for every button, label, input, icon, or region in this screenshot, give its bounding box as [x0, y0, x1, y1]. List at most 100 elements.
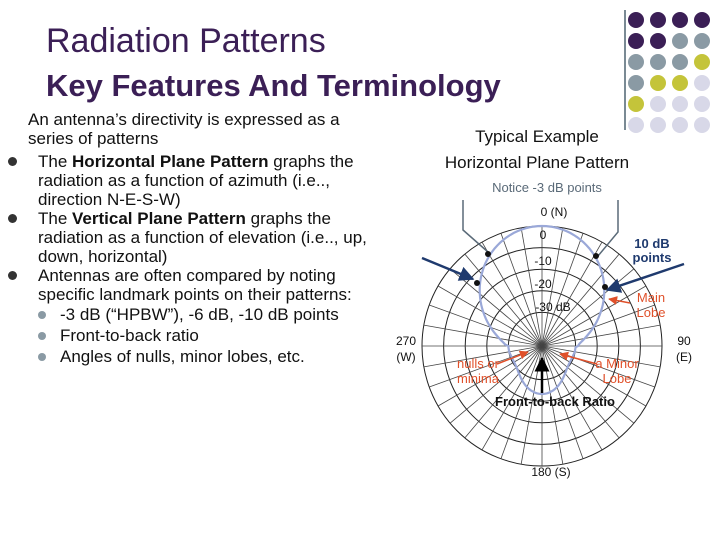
- ten-db-arrow-left: [421, 256, 475, 281]
- decor-dot: [694, 75, 710, 91]
- ten-db-arrow-right: [605, 262, 685, 293]
- west-degree-label: 270: [396, 334, 416, 348]
- decor-dot: [650, 75, 666, 91]
- decor-dot: [694, 117, 710, 133]
- intro-text: An antenna’s directivity is expressed as…: [28, 110, 340, 148]
- ten-db-label-line2: points: [633, 250, 672, 265]
- minor-lobe-arrow: [559, 351, 598, 365]
- polar-spoke: [429, 304, 543, 347]
- decor-dot: [650, 96, 666, 112]
- minus3db-point-left: [485, 251, 491, 257]
- polar-spoke: [541, 324, 661, 347]
- decor-dot: [628, 54, 644, 70]
- polar-spoke: [464, 345, 543, 439]
- polar-spoke: [520, 227, 543, 347]
- sub-bullet-list: -3 dB (“HPBW”), -6 dB, -10 dB points Fro…: [38, 304, 378, 367]
- polar-spoke: [541, 345, 620, 439]
- front-back-label: Front-to-back Ratio: [495, 394, 615, 409]
- bullet-item: The Vertical Plane Pattern graphs the ra…: [8, 209, 378, 266]
- polar-spoke: [423, 345, 543, 368]
- polar-spoke: [481, 241, 543, 347]
- decor-dot: [672, 54, 688, 70]
- south-label: 180 (S): [531, 465, 570, 479]
- north-label: 0 (N): [541, 205, 568, 219]
- minor-lobe-label-line1: a Minor: [595, 356, 639, 371]
- sub-bullet-marker: [38, 332, 46, 340]
- decor-dot: [694, 96, 710, 112]
- ten-db-label-line1: 10 dB: [634, 236, 669, 251]
- east-direction-label: (E): [676, 350, 692, 364]
- main-lobe-label-line1: Main: [637, 290, 665, 305]
- polar-spoke: [437, 285, 543, 347]
- ring-label-0: 0: [540, 228, 547, 242]
- bullet-item: Antennas are often compared by noting sp…: [8, 266, 378, 367]
- east-degree-label: 90: [677, 334, 691, 348]
- polar-spoke: [541, 227, 564, 347]
- polar-spoke: [500, 233, 543, 347]
- decor-dot: [650, 117, 666, 133]
- minus10db-point-left: [474, 280, 480, 286]
- minus3db-point-right: [593, 253, 599, 259]
- decor-dot: [672, 96, 688, 112]
- nulls-label-line1: nulls or: [457, 356, 500, 371]
- bullet-marker: [8, 157, 17, 166]
- diagram-heading-line1: Typical Example: [475, 127, 599, 146]
- decor-dot: [694, 54, 710, 70]
- decor-dot: [672, 117, 688, 133]
- bullet-marker: [8, 271, 17, 280]
- ring-label-10: -10: [534, 254, 552, 268]
- decor-dot: [694, 33, 710, 49]
- polar-spoke: [541, 253, 620, 347]
- polar-spoke: [541, 241, 603, 347]
- west-direction-label: (W): [396, 350, 415, 364]
- polar-spoke: [541, 304, 655, 347]
- decor-dot: [672, 33, 688, 49]
- notice-label: Notice -3 dB points: [492, 180, 602, 195]
- notice-pointer-left: [462, 200, 489, 253]
- ring-label-30: -30 dB: [535, 300, 570, 314]
- ring-label-20: -20: [534, 277, 552, 291]
- decor-dot: [672, 75, 688, 91]
- decor-divider: [624, 10, 626, 130]
- polar-spoke: [423, 324, 543, 347]
- decor-dot: [672, 12, 688, 28]
- decor-dot: [650, 33, 666, 49]
- polar-spoke: [541, 345, 661, 368]
- sub-bullet-item: Front-to-back ratio: [38, 325, 378, 346]
- decor-dot: [650, 12, 666, 28]
- polar-spoke: [541, 345, 635, 424]
- decor-dot: [628, 33, 644, 49]
- polar-spoke: [541, 233, 584, 347]
- sub-bullet-item: Angles of nulls, minor lobes, etc.: [38, 346, 378, 367]
- nulls-arrow: [496, 350, 529, 365]
- nulls-label-line2: minima: [457, 371, 500, 386]
- main-lobe-arrow: [608, 296, 631, 305]
- bullet-list: The Horizontal Plane Pattern graphs the …: [8, 152, 378, 367]
- radiation-pattern-curve: [478, 224, 606, 396]
- bullet-item: The Horizontal Plane Pattern graphs the …: [8, 152, 378, 209]
- sub-bullet-item: -3 dB (“HPBW”), -6 dB, -10 dB points: [38, 304, 378, 325]
- polar-spoke: [541, 285, 647, 347]
- sub-bullet-marker: [38, 311, 46, 319]
- polar-grid: [421, 225, 663, 467]
- minus10db-point-right: [602, 284, 608, 290]
- polar-spoke: [449, 268, 543, 347]
- polar-spoke: [464, 253, 543, 347]
- decor-dot: [628, 75, 644, 91]
- main-lobe-label-line2: Lobe: [637, 305, 666, 320]
- polar-spoke: [481, 345, 543, 451]
- decor-dot: [628, 96, 644, 112]
- sub-bullet-marker: [38, 353, 46, 361]
- decor-dot: [650, 54, 666, 70]
- diagram-heading-line2: Horizontal Plane Pattern: [445, 153, 629, 172]
- decor-dot: [628, 12, 644, 28]
- polar-spoke: [541, 345, 603, 451]
- page-subtitle: Key Features And Terminology: [46, 68, 501, 103]
- notice-pointer-right: [597, 200, 619, 257]
- minor-lobe-label-line2: Lobe: [603, 371, 632, 386]
- bullet-marker: [8, 214, 17, 223]
- page-title: Radiation Patterns: [46, 22, 326, 60]
- decor-dot: [628, 117, 644, 133]
- decor-dot: [694, 12, 710, 28]
